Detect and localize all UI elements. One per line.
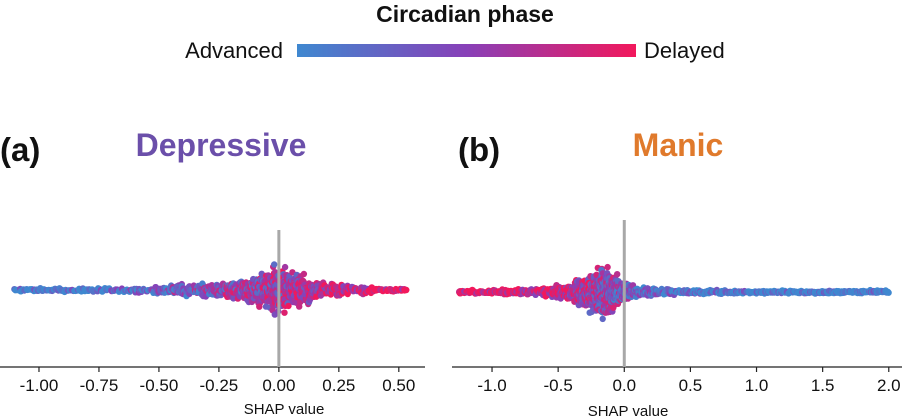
x-tick-label: -1.00 [20,376,59,395]
x-axis-label: SHAP value [588,403,669,420]
shap-point [610,304,617,311]
beeswarm-points [456,263,892,323]
x-tick-label: 1.0 [745,376,769,395]
x-axis-ticks: -1.00 -0.75 -0.50 -0.25 0.00 0.25 0.50 [20,367,415,395]
shap-point [256,303,263,310]
x-tick-label: -0.5 [544,376,573,395]
x-tick-label: -0.75 [80,376,119,395]
shap-point [281,309,288,316]
shap-point [281,263,289,271]
colorbar-legend: Circadian phase Advanced Delayed [185,1,725,63]
panel-title-manic: Manic [633,127,724,163]
shap-point [604,263,611,271]
x-axis-ticks: -1.0 -0.5 0.0 0.5 1.0 1.5 2.0 [477,367,901,395]
x-axis-label: SHAP value [244,401,325,418]
panel-title-depressive: Depressive [136,127,307,163]
shap-point [403,286,410,294]
x-tick-label: -1.0 [477,376,506,395]
panel-manic: (b) Manic -1.0 -0.5 0.0 0.5 1.0 1.5 2.0 SHAP v… [452,127,902,420]
x-tick-label: 2.0 [877,376,901,395]
x-tick-label: 0.0 [612,376,636,395]
shap-point [285,302,292,310]
colorbar-title: Circadian phase [376,1,554,27]
shap-point [300,270,308,278]
colorbar-high-label: Delayed [644,38,725,63]
shap-point [885,289,892,296]
x-tick-label: -0.25 [200,376,239,395]
panel-depressive: (a) Depressive -1.00 -0.75 -0.50 -0.25 0.00 0… [0,127,425,418]
x-tick-label: -0.50 [140,376,179,395]
x-tick-label: 1.5 [811,376,835,395]
shap-point [599,315,606,323]
colorbar-low-label: Advanced [185,38,283,63]
x-tick-label: 0.25 [322,376,355,395]
colorbar-gradient [297,44,636,57]
panel-label-b: (b) [458,131,500,168]
x-tick-label: 0.50 [382,376,415,395]
shap-point [614,271,621,278]
x-tick-label: 0.5 [679,376,703,395]
beeswarm-points [11,261,410,318]
shap-point [230,295,237,302]
panel-label-a: (a) [0,131,40,168]
shap-point [271,261,278,268]
x-tick-label: 0.00 [262,376,295,395]
